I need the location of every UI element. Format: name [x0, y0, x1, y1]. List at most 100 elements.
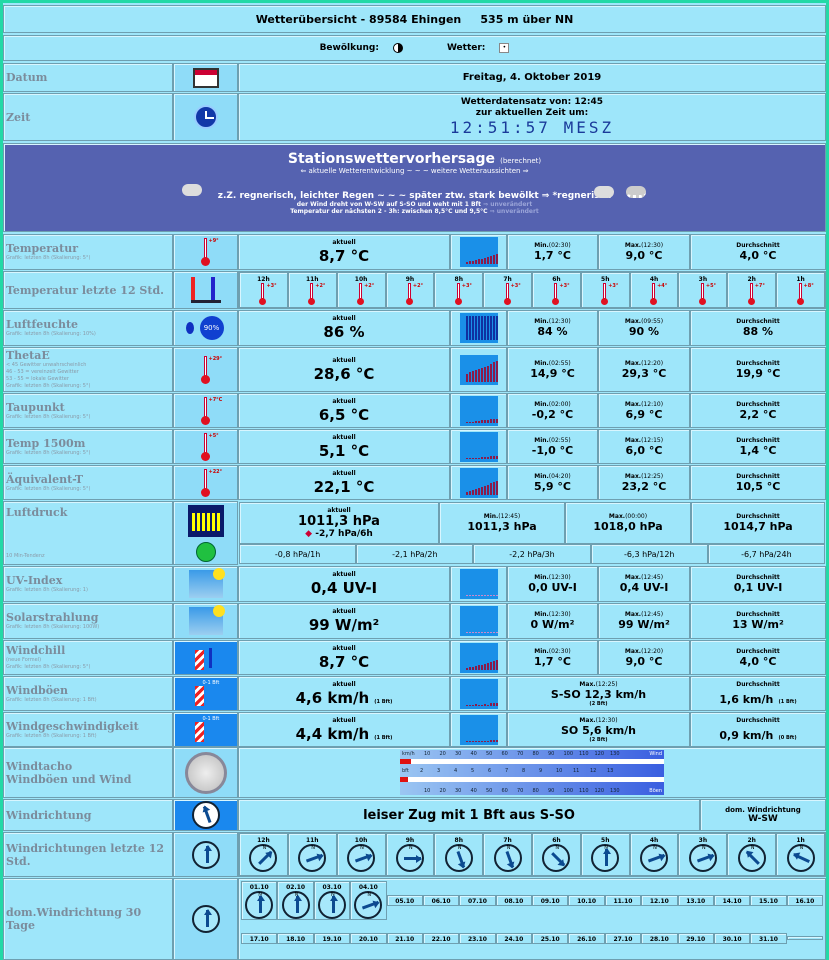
min-label: Min.(04:20): [534, 473, 571, 480]
hour-label: 5h: [601, 837, 610, 844]
max-value: 6,0 °C: [625, 443, 663, 457]
max-time: (12:30): [595, 716, 618, 724]
windchill-label-cell: Windchill (neue Formel) Grafik: letzten 8h…: [3, 640, 173, 675]
sparkline-bar: [468, 261, 471, 264]
sparkline-bar: [471, 457, 474, 459]
page-title: Wetterübersicht - 89584 Ehingen 535 m üb…: [255, 12, 574, 26]
thermometer-icon: +3°: [452, 282, 472, 305]
avg-label: Durchschnitt: [736, 574, 780, 581]
windchill-label: Windchill: [6, 644, 66, 657]
sparkline-bar: [489, 316, 492, 340]
winddir-hour-cell: 4h N: [629, 833, 679, 876]
windchill-note: (neue Formel): [6, 657, 42, 663]
sparkline-bar: [477, 740, 480, 742]
solar-label: Solarstrahlung: [6, 611, 99, 624]
kmh-tick: 130: [610, 751, 620, 757]
temperature-history-icon: [173, 271, 238, 309]
taupunkt-label-cell: Taupunkt Grafik: letzten 8h (Skalierung: …: [3, 393, 173, 428]
current-value: 86 %: [323, 323, 365, 341]
day-label: 02.10: [286, 883, 306, 891]
north-letter: N: [457, 845, 462, 851]
sparkline-bar: [468, 421, 471, 423]
north-letter: N: [360, 845, 364, 851]
day-label: 09.10: [540, 897, 560, 905]
cloud-cover-icon: [392, 43, 403, 53]
sparkline-bar: [492, 660, 495, 670]
north-letter: N: [555, 845, 560, 851]
kmh-tick: 120: [594, 751, 605, 757]
current-label: aktuell: [332, 239, 356, 246]
max-label: Max.(12:15): [625, 437, 663, 444]
sparkline-bar: [495, 595, 498, 596]
north-letter: N: [408, 845, 413, 851]
temp-hour-cell: 8h +3°: [434, 272, 484, 308]
kmh-label: km/h: [402, 751, 415, 757]
hour-label: 10h: [354, 275, 368, 283]
kmh-tick: 30: [455, 751, 462, 757]
thetae-label-cell: ThetaE < 45 Gewitter unwahrscheinlich 46 -…: [3, 347, 173, 392]
hour-label: 9h: [405, 837, 415, 844]
hour-temp-value: +5°: [705, 282, 717, 289]
winddir-label: Windrichtung: [6, 808, 92, 822]
bft-tick: 4: [454, 768, 458, 774]
current-value: 4,4 km/h: [295, 724, 370, 743]
kmh-tick: 90: [548, 788, 555, 794]
sparkline-bar: [474, 420, 477, 423]
sparkline-bar: [465, 373, 468, 382]
day-label: 18.10: [286, 935, 306, 943]
gust-bar: [400, 777, 664, 782]
sparkline-chart: [450, 566, 507, 602]
day-cell: 10.10: [568, 894, 605, 906]
kmh-tick: 60: [501, 751, 508, 757]
sparkline-chart: [450, 603, 507, 639]
row-luftdruck: Luftdruck 10 Min-Tendenz aktuell 1011,3 hP…: [3, 501, 826, 565]
sparkline-bar: [468, 457, 471, 459]
uv-label-cell: UV-Index Grafik: letzten 8h (Skalierung: …: [3, 566, 173, 602]
max-value: S-SO 12,3 km/h: [550, 687, 647, 701]
time-label: Zeit: [6, 110, 31, 124]
min-caption: Min.: [534, 647, 549, 655]
max-caption: Max.: [624, 242, 642, 249]
sparkline-bar: [486, 740, 489, 742]
wind-bar: [400, 759, 664, 764]
sparkline-bar: [474, 316, 477, 340]
max-value: 0,4 UV-I: [619, 581, 669, 594]
current-value: 28,6 °C: [313, 364, 375, 383]
avg-value: 1014,7 hPa: [723, 520, 793, 533]
current-label: aktuell: [332, 716, 356, 724]
sparkline-bar: [477, 457, 480, 459]
max-caption: Max.: [624, 359, 642, 367]
temp1500-note: Grafik: letzten 8h (Skalierung: 5°): [6, 449, 91, 456]
kmh-tick: 50: [486, 788, 493, 794]
day-label: 19.10: [322, 935, 342, 943]
min-label: Min.(12:30): [534, 611, 571, 618]
avg-value: 1,4 °C: [739, 443, 777, 457]
sparkline-bar: [477, 704, 480, 706]
wind-direction-compass-icon: N: [317, 890, 346, 919]
min-time: (12:30): [548, 574, 571, 581]
sparkline-bar: [486, 662, 489, 670]
day-cell: 12.10: [641, 894, 678, 906]
max-caption: Max.: [624, 400, 642, 408]
max-label: Max.(12:10): [625, 401, 663, 408]
sparkline-bar: [477, 316, 480, 340]
bft-tick: 5: [471, 768, 475, 774]
hour-label: 12h: [257, 837, 270, 844]
day-label: 29.10: [686, 935, 706, 943]
current-label: aktuell: [332, 571, 356, 578]
icon-value: +22°: [208, 468, 223, 475]
sparkline-bar: [474, 260, 477, 264]
hour-label: 6h: [552, 275, 561, 283]
min-label: Min.(12:30): [534, 574, 571, 581]
hour-temp-value: +3°: [510, 282, 521, 289]
sparkline-bar: [477, 632, 480, 633]
min-caption: Min.: [483, 513, 499, 520]
current-label: aktuell: [332, 433, 356, 441]
sparkline-bar: [477, 420, 480, 423]
sparkline-bar: [486, 595, 489, 596]
max-label: Max.(12:30): [579, 717, 617, 724]
sparkline-bar: [483, 419, 486, 423]
forecast-title-note: (berechnet): [500, 157, 542, 165]
current-label: aktuell: [332, 680, 356, 688]
thermometer-icon: +7°: [745, 282, 765, 305]
